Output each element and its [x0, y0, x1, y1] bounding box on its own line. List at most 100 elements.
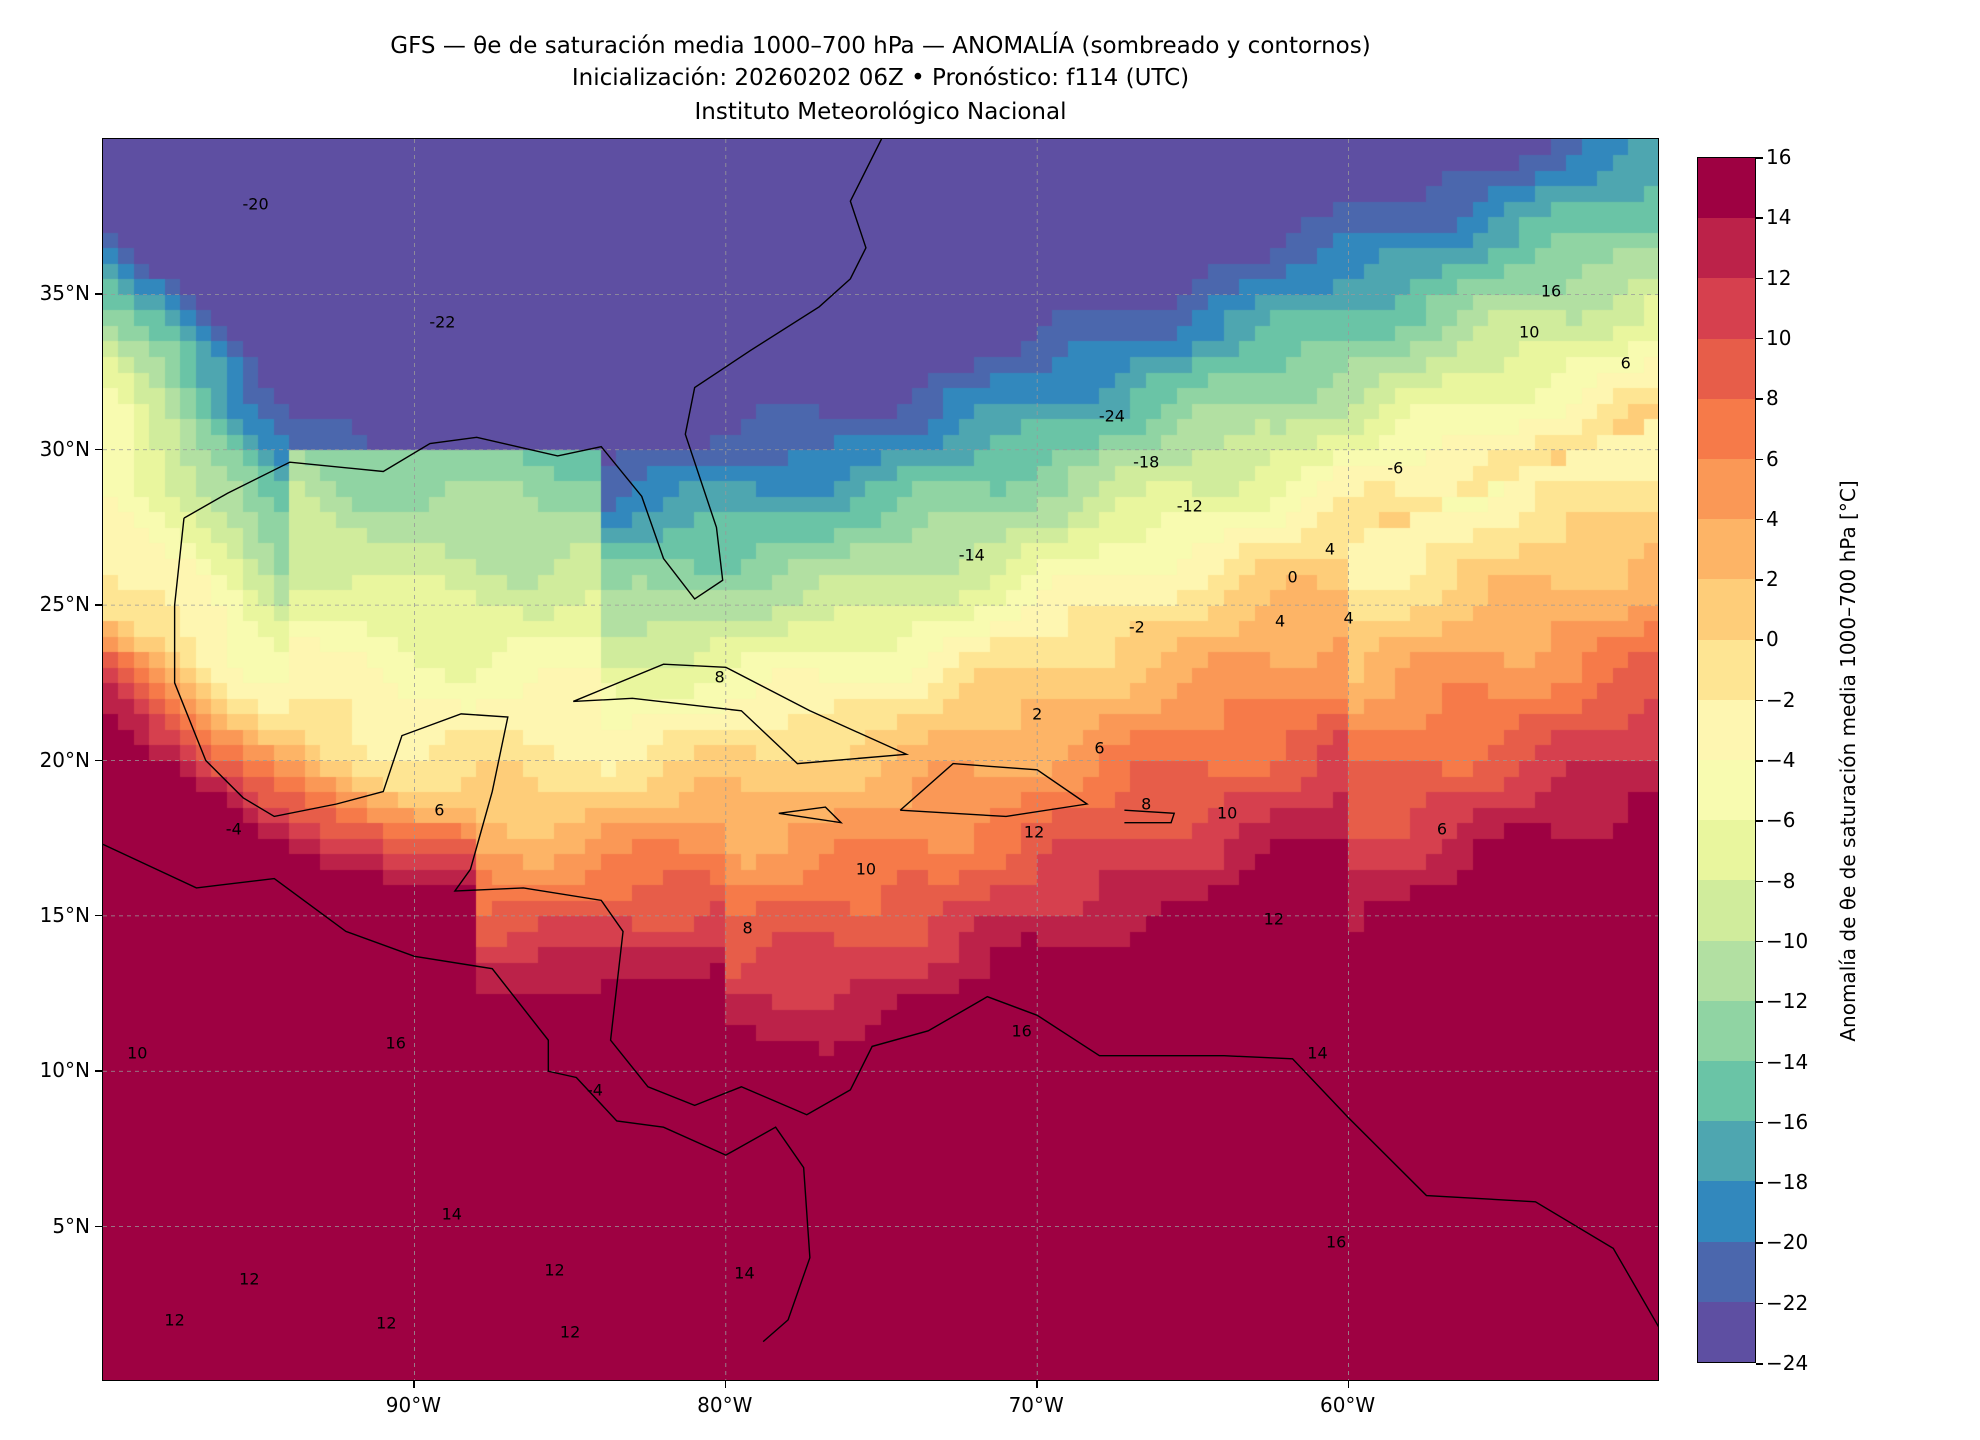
contour-label: 8 [714, 667, 725, 687]
contour-label: 6 [434, 800, 445, 820]
coastline [899, 762, 1089, 818]
colorbar-tick-mark [1756, 579, 1763, 581]
coastline [173, 518, 1658, 1328]
colorbar-tick-label: 10 [1766, 325, 1792, 350]
y-tick-mark [95, 1070, 102, 1072]
y-tick-mark [95, 604, 102, 606]
contour-label: 10 [1519, 322, 1540, 342]
colorbar-tick-label: 4 [1766, 506, 1779, 531]
colorbar-swatch [1698, 1000, 1755, 1062]
colorbar-tick-label: −12 [1766, 989, 1809, 1014]
x-tick-mark [1347, 1381, 1350, 1388]
y-tick-label: 10°N [39, 1058, 90, 1083]
colorbar-tick-mark [1756, 1242, 1763, 1244]
y-tick-label: 20°N [39, 747, 90, 772]
colorbar-tick-label: −22 [1766, 1290, 1809, 1315]
colorbar-swatch [1698, 398, 1755, 460]
contour-label: 12 [376, 1313, 397, 1333]
contour-label: 12 [559, 1322, 581, 1342]
colorbar-tick-label: −18 [1766, 1170, 1809, 1195]
contour-label: 4 [1324, 539, 1335, 559]
colorbar-swatch [1698, 1181, 1755, 1242]
contour-label: -20 [242, 194, 269, 214]
colorbar-tick-mark [1756, 1302, 1763, 1305]
contour-label: 16 [1011, 1021, 1032, 1041]
colorbar-tick-label: 2 [1766, 567, 1779, 592]
colorbar-tick-label: 14 [1766, 205, 1792, 230]
colorbar-tick-mark [1756, 518, 1763, 521]
colorbar-label: Anomalía de θe de saturación media 1000–… [1836, 480, 1860, 1042]
colorbar-tick-mark [1756, 1182, 1763, 1184]
colorbar-tick-mark [1756, 1061, 1763, 1063]
y-tick-label: 25°N [39, 592, 90, 617]
contour-label: 10 [855, 859, 877, 879]
coastline [778, 806, 844, 824]
y-tick-mark [95, 914, 102, 917]
colorbar-swatch [1698, 760, 1755, 821]
colorbar [1697, 157, 1756, 1363]
colorbar-tick-mark [1756, 760, 1763, 762]
contour-label: 8 [1141, 794, 1152, 814]
contour-label: -22 [429, 312, 456, 332]
colorbar-swatch [1698, 519, 1755, 580]
colorbar-swatch [1698, 820, 1755, 881]
colorbar-swatch [1698, 1121, 1755, 1182]
y-tick-label: 5°N [52, 1213, 90, 1238]
colorbar-swatch [1698, 940, 1755, 1001]
colorbar-swatch [1698, 218, 1755, 279]
colorbar-tick-label: −24 [1766, 1351, 1809, 1375]
colorbar-tick-label: 6 [1766, 446, 1779, 471]
coastline [183, 139, 883, 600]
x-tick-mark [724, 1381, 727, 1388]
colorbar-tick-mark [1756, 458, 1763, 460]
coastline [572, 663, 910, 765]
colorbar-tick-label: −16 [1766, 1109, 1809, 1134]
y-tick-label: 15°N [39, 902, 90, 927]
map-overlay [103, 139, 1658, 1380]
x-tick-mark [1036, 1381, 1038, 1388]
contour-label: -18 [1133, 452, 1160, 472]
contour-label: 14 [1307, 1043, 1328, 1063]
contour-label: 12 [164, 1310, 185, 1330]
contour-label: -6 [1387, 458, 1404, 478]
colorbar-tick-mark [1756, 820, 1763, 822]
contour-label: 12 [1023, 822, 1045, 842]
y-tick-mark [95, 759, 102, 761]
colorbar-tick-mark [1756, 398, 1763, 400]
x-tick-label: 90°W [385, 1393, 442, 1417]
x-tick-mark [413, 1381, 415, 1388]
contour-label: -12 [1176, 496, 1203, 516]
colorbar-tick-mark [1756, 277, 1763, 280]
colorbar-tick-label: −6 [1766, 808, 1796, 833]
colorbar-tick-label: −14 [1766, 1049, 1809, 1074]
colorbar-tick-mark [1756, 699, 1763, 702]
contour-label: 16 [1540, 281, 1562, 301]
contour-label: 6 [1094, 738, 1105, 758]
colorbar-tick-mark [1756, 157, 1763, 159]
contour-label: -2 [1128, 617, 1145, 637]
colorbar-swatch [1698, 338, 1755, 399]
contour-label: 8 [742, 918, 753, 938]
colorbar-tick-label: 8 [1766, 386, 1779, 411]
contour-label: 14 [734, 1263, 755, 1283]
colorbar-tick-label: −4 [1766, 748, 1796, 772]
colorbar-swatch [1698, 1061, 1755, 1122]
contour-label: 0 [1287, 567, 1298, 587]
colorbar-swatch [1698, 699, 1755, 761]
colorbar-swatch [1698, 1301, 1755, 1363]
colorbar-swatch [1698, 1241, 1755, 1302]
contour-label: 2 [1032, 704, 1043, 724]
x-tick-label: 60°W [1319, 1393, 1376, 1417]
contour-label: -14 [958, 545, 985, 565]
x-tick-label: 80°W [697, 1393, 753, 1417]
colorbar-tick-label: −8 [1766, 868, 1796, 893]
anomaly-shading [103, 139, 1658, 1380]
contour-label: 10 [1216, 803, 1238, 823]
y-tick-label: 30°N [39, 436, 90, 461]
colorbar-tick-label: 12 [1766, 265, 1792, 290]
colorbar-swatch [1698, 639, 1755, 700]
chart-subtitle-init: Inicialización: 20260202 06Z • Pronóstic… [571, 65, 1190, 91]
colorbar-tick-mark [1756, 880, 1763, 883]
contour-label: 12 [544, 1260, 565, 1280]
colorbar-tick-label: −10 [1766, 928, 1809, 953]
